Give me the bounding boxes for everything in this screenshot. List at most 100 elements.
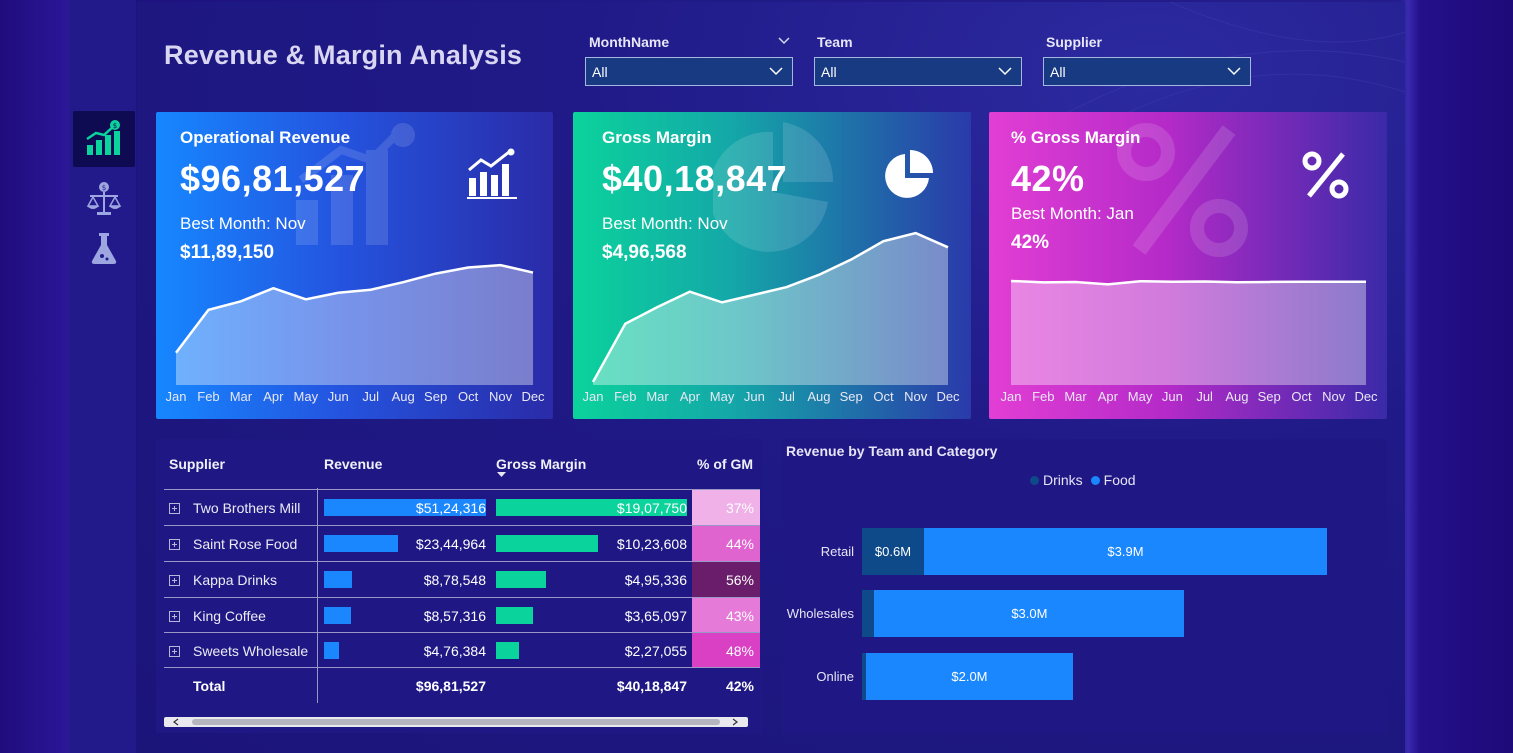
card-title: Gross Margin bbox=[602, 128, 712, 147]
table-row[interactable]: Saint Rose Food $23,44,964 $10,23,608 44% bbox=[164, 525, 760, 561]
table-row[interactable]: Two Brothers Mill $51,24,316 $19,07,750 37% bbox=[164, 489, 760, 525]
category-label-online: Online bbox=[816, 669, 854, 684]
revenue-value: $23,44,964 bbox=[415, 536, 486, 552]
table-divider bbox=[164, 667, 760, 668]
chevron-down-icon[interactable] bbox=[778, 36, 790, 46]
card-title: Operational Revenue bbox=[180, 128, 351, 147]
revenue-chart-icon: $ bbox=[86, 120, 120, 155]
flask-icon bbox=[91, 233, 117, 264]
gross-margin-trend-chart bbox=[591, 231, 949, 385]
bar-food-retail[interactable]: $3.9M bbox=[924, 528, 1327, 575]
sidebar-item-margin[interactable]: $ bbox=[73, 172, 135, 228]
card-value: 42% bbox=[1011, 158, 1085, 199]
month-tick-oct: Oct bbox=[457, 389, 479, 404]
legend-label-drinks[interactable]: Drinks bbox=[1043, 472, 1083, 488]
bar-food-wholesales[interactable]: $3.0M bbox=[874, 590, 1185, 637]
legend-label-food[interactable]: Food bbox=[1103, 472, 1136, 488]
gross-margin-bar bbox=[496, 571, 546, 588]
gross-margin-bar bbox=[496, 499, 687, 516]
kpi-card-gross-margin[interactable]: Gross Margin $40,18,847 Best Month: Nov … bbox=[573, 112, 971, 419]
month-tick-apr: Apr bbox=[679, 389, 700, 404]
trend-line bbox=[175, 263, 534, 354]
table-divider bbox=[317, 488, 318, 703]
bar-drinks-online[interactable] bbox=[862, 653, 867, 700]
scrollbar-thumb[interactable] bbox=[192, 719, 720, 725]
card-best-value: $11,89,150 bbox=[180, 242, 275, 263]
expand-plus-icon[interactable] bbox=[169, 575, 180, 586]
month-tick-jun: Jun bbox=[1161, 389, 1183, 404]
expand-plus-icon[interactable] bbox=[169, 611, 180, 622]
column-header-revenue[interactable]: Revenue bbox=[324, 456, 383, 472]
pct-gm-cell: 56% bbox=[692, 562, 760, 597]
bar-drinks-wholesales[interactable] bbox=[862, 590, 875, 637]
month-tick-sep: Sep bbox=[1257, 389, 1281, 404]
chevron-down-icon bbox=[998, 67, 1012, 76]
card-best-value: 42% bbox=[1011, 232, 1050, 253]
total-pct: 42% bbox=[725, 678, 754, 694]
slicer-supplier[interactable]: All bbox=[1043, 57, 1251, 86]
supplier-name: King Coffee bbox=[193, 608, 266, 624]
sidebar-item-lab[interactable] bbox=[73, 220, 135, 276]
scroll-right-icon[interactable] bbox=[731, 718, 739, 726]
month-tick-nov: Nov bbox=[488, 389, 513, 404]
month-tick-sep: Sep bbox=[839, 389, 863, 404]
table-row[interactable]: Sweets Wholesale $4,76,384 $2,27,055 48% bbox=[164, 632, 760, 668]
month-tick-apr: Apr bbox=[1097, 389, 1118, 404]
revenue-bar bbox=[324, 535, 399, 552]
revenue-bar bbox=[324, 499, 486, 516]
month-tick-oct: Oct bbox=[1291, 389, 1312, 404]
card-best-value: $4,96,568 bbox=[602, 242, 687, 263]
chevron-down-icon bbox=[1227, 67, 1241, 76]
pct-margin-trend-chart bbox=[1010, 279, 1367, 385]
scroll-left-icon[interactable] bbox=[172, 718, 180, 726]
table-row[interactable]: King Coffee $8,57,316 $3,65,097 43% bbox=[164, 597, 760, 633]
revenue-value: $4,76,384 bbox=[423, 643, 486, 659]
kpi-card-pct-gross-margin[interactable]: % Gross Margin 42% Best Month: Jan 42% J… bbox=[989, 112, 1387, 419]
month-tick-feb: Feb bbox=[197, 389, 220, 404]
expand-plus-icon[interactable] bbox=[169, 646, 180, 657]
column-header-supplier[interactable]: Supplier bbox=[169, 456, 226, 472]
gross-margin-value: $4,95,336 bbox=[624, 572, 687, 588]
slicer-label-monthname: MonthName bbox=[589, 34, 670, 50]
gross-margin-bar bbox=[496, 535, 599, 552]
month-tick-aug: Aug bbox=[807, 389, 831, 404]
month-tick-nov: Nov bbox=[904, 389, 928, 404]
pct-gm-cell: 37% bbox=[692, 490, 760, 525]
slicer-monthname[interactable]: All bbox=[585, 57, 793, 86]
month-tick-mar: Mar bbox=[1064, 389, 1087, 404]
sidebar-item-revenue[interactable]: $ bbox=[73, 111, 135, 167]
month-tick-may: May bbox=[709, 389, 735, 404]
page-title: Revenue & Margin Analysis bbox=[164, 40, 523, 70]
gross-margin-value: $3,65,097 bbox=[624, 608, 687, 624]
table-row[interactable]: Kappa Drinks $8,78,548 $4,95,336 56% bbox=[164, 561, 760, 597]
column-header-gross-margin[interactable]: Gross Margin bbox=[496, 456, 587, 472]
card-value: $96,81,527 bbox=[180, 158, 366, 199]
bar-drinks-retail[interactable]: $0.6M bbox=[862, 528, 924, 575]
card-title: % Gross Margin bbox=[1011, 128, 1141, 147]
card-best-month: Best Month: Jan bbox=[1011, 204, 1134, 223]
month-tick-jul: Jul bbox=[1196, 389, 1213, 404]
revenue-bar bbox=[324, 642, 340, 659]
supplier-name: Saint Rose Food bbox=[193, 536, 298, 552]
expand-plus-icon[interactable] bbox=[169, 539, 180, 550]
column-header-pct-gm[interactable]: % of GM bbox=[697, 456, 753, 472]
legend-dot-food bbox=[1090, 475, 1100, 485]
pie-chart-icon bbox=[885, 150, 933, 198]
revenue-value: $51,24,316 bbox=[415, 500, 486, 516]
gross-margin-bar bbox=[496, 607, 533, 624]
month-tick-may: May bbox=[293, 389, 319, 404]
trend-area bbox=[176, 265, 533, 385]
gross-margin-value: $10,23,608 bbox=[616, 536, 687, 552]
kpi-card-revenue[interactable]: Operational Revenue $96,81,527 Best Mont… bbox=[156, 112, 553, 419]
month-tick-feb: Feb bbox=[614, 389, 637, 404]
chart-title: Revenue by Team and Category bbox=[786, 443, 998, 459]
expand-plus-icon[interactable] bbox=[169, 503, 180, 514]
slicer-team[interactable]: All bbox=[814, 57, 1022, 86]
slicer-value: All bbox=[821, 63, 837, 80]
svg-text:$: $ bbox=[113, 122, 117, 130]
balance-scale-icon: $ bbox=[86, 182, 122, 215]
bar-food-online[interactable]: $2.0M bbox=[866, 653, 1073, 700]
pct-gm-cell: 48% bbox=[692, 633, 760, 668]
month-tick-aug: Aug bbox=[1225, 389, 1249, 404]
